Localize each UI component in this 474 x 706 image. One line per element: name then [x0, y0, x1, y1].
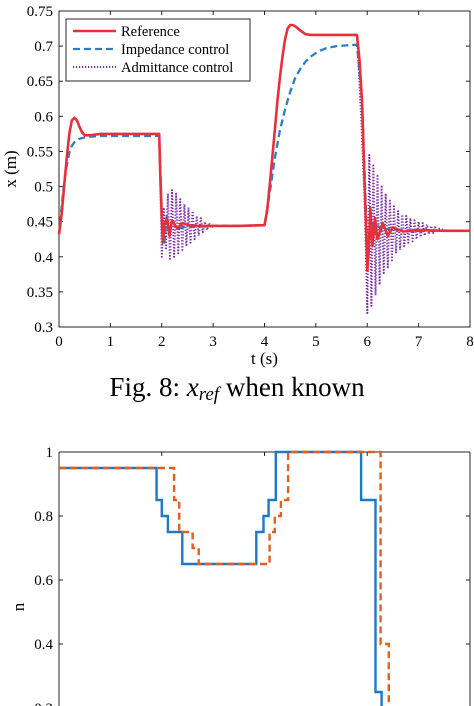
y-tick-label: 0.55	[27, 144, 53, 160]
caption-prefix: Fig. 8:	[109, 372, 180, 402]
legend: Reference Impedance control Admittance con…	[65, 18, 251, 82]
y-tick-label: 0.5	[34, 180, 53, 196]
y-tick-label: 0.3	[34, 320, 53, 336]
y-tick-label: 0.35	[27, 285, 53, 301]
y-tick-label: 0.65	[27, 74, 53, 90]
x-tick-label: 4	[261, 334, 269, 350]
x-axis-label: t (s)	[251, 349, 278, 368]
y-tick-label: 0.7	[34, 39, 53, 55]
x-tick-label: 2	[158, 334, 166, 350]
x-tick-label: 1	[107, 334, 115, 350]
caption-variable: xref	[186, 372, 220, 405]
legend-label: Reference	[121, 24, 180, 40]
y-tick-label: 0.45	[27, 215, 53, 231]
x-tick-label: 3	[209, 334, 217, 350]
y-tick-label: 0.6	[34, 573, 53, 589]
legend-label: Impedance control	[121, 42, 229, 58]
series-line-reference	[57, 23, 470, 273]
x-tick-label: 5	[312, 334, 320, 350]
caption-var-main: x	[186, 372, 199, 402]
caption-var-sub: ref	[198, 384, 220, 405]
caption-suffix: when known	[225, 372, 365, 402]
legend-label: Admittance control	[121, 60, 233, 76]
y-tick-label: 0.75	[27, 4, 53, 20]
y-axis-label: x (m)	[1, 150, 20, 187]
y-tick-label: 0.4	[34, 637, 53, 653]
chart-top: 0 1 2 3 4 5 6 7 8 0.3 0.35 0.4 0.45 0.5 0.55 0.6 0.65 0.7…	[1, 4, 474, 368]
x-tick-label: 7	[415, 334, 423, 350]
x-tick-label: 0	[55, 334, 63, 350]
x-tick-label: 8	[466, 334, 474, 350]
y-tick-label: 0.8	[34, 509, 53, 525]
y-tick-label: 0.4	[34, 250, 53, 266]
y-tick-label: 0.2	[34, 701, 53, 706]
series-step-line-1	[59, 450, 383, 706]
x-tick-label: 6	[364, 334, 372, 350]
y-tick-label: 1	[46, 445, 54, 461]
chart-bottom: 0.2 0.4 0.6 0.8 1 n	[9, 445, 471, 706]
series-step-line-2	[59, 450, 390, 706]
figure-caption: Fig. 8: xref when known	[0, 372, 474, 406]
y-tick-label: 0.6	[34, 109, 53, 125]
y-axis-label: n	[9, 602, 28, 611]
